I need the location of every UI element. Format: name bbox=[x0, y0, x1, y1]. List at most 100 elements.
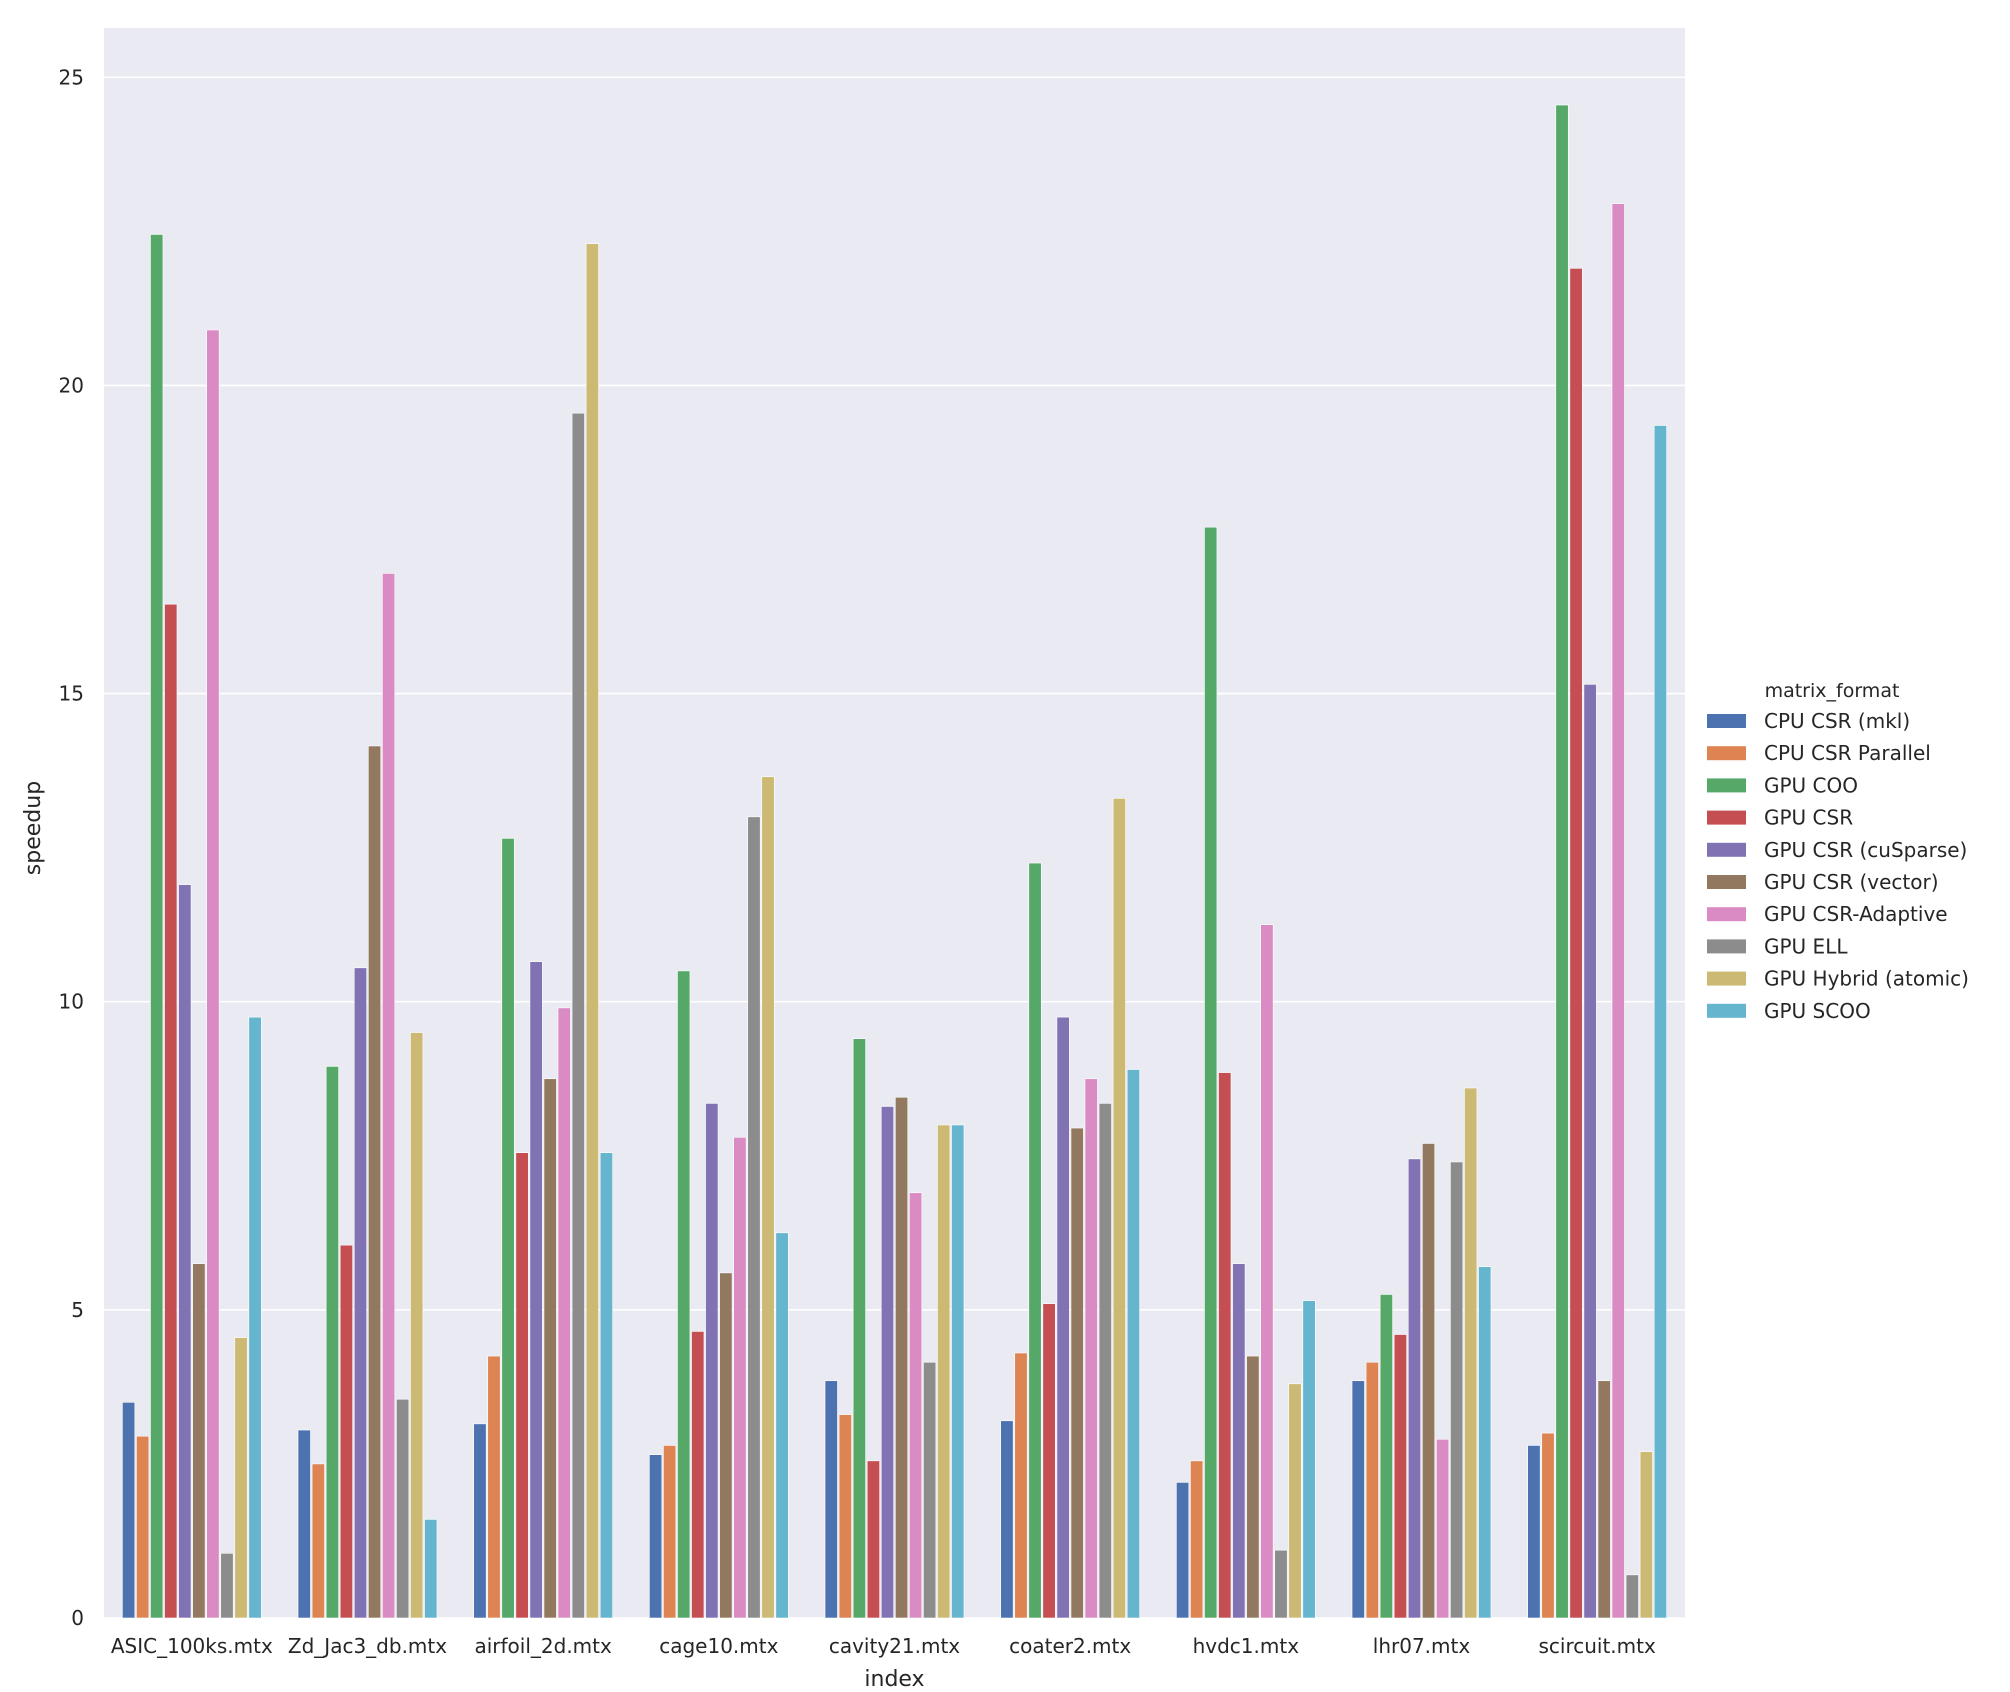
bar bbox=[501, 838, 515, 1619]
bar bbox=[937, 1124, 951, 1619]
legend-title: matrix_format bbox=[1765, 680, 1900, 702]
bar bbox=[1611, 203, 1625, 1619]
bar bbox=[1056, 1016, 1070, 1619]
bar bbox=[1190, 1460, 1204, 1619]
bar bbox=[1028, 862, 1042, 1619]
bar bbox=[1555, 104, 1569, 1619]
bar bbox=[1379, 1294, 1393, 1619]
x-tick-label: scircuit.mtx bbox=[1538, 1634, 1656, 1658]
bar bbox=[1014, 1352, 1028, 1619]
bar bbox=[1407, 1158, 1422, 1619]
bar bbox=[880, 1106, 894, 1619]
bars bbox=[122, 104, 1667, 1619]
x-tick-label: hvdc1.mtx bbox=[1193, 1634, 1300, 1658]
y-axis-label: speedup bbox=[21, 781, 46, 875]
bar bbox=[557, 1007, 571, 1619]
bar bbox=[775, 1232, 789, 1619]
bar bbox=[234, 1337, 248, 1619]
x-axis-ticks: ASIC_100ks.mtx Zd_Jac3_db.mtx airfoil_2d.m… bbox=[111, 1634, 1656, 1658]
bar bbox=[866, 1460, 880, 1619]
bar bbox=[150, 234, 164, 1619]
bar bbox=[1218, 1072, 1232, 1619]
y-axis-ticks: 0 5 10 15 20 25 bbox=[59, 65, 84, 1630]
bar bbox=[1112, 798, 1126, 1619]
bar bbox=[220, 1552, 234, 1619]
plot-background bbox=[104, 28, 1685, 1618]
legend-swatch bbox=[1707, 810, 1746, 825]
bar bbox=[1070, 1127, 1084, 1619]
legend-swatch bbox=[1707, 939, 1746, 954]
bar bbox=[1274, 1549, 1288, 1619]
bar bbox=[164, 603, 178, 1619]
legend-swatch bbox=[1707, 778, 1746, 793]
bar bbox=[311, 1463, 325, 1619]
bar bbox=[705, 1103, 719, 1619]
bar bbox=[1639, 1451, 1653, 1619]
x-tick-label: lhr07.mtx bbox=[1373, 1634, 1471, 1658]
bar bbox=[1176, 1482, 1190, 1619]
x-tick-label: coater2.mtx bbox=[1009, 1634, 1131, 1658]
bar bbox=[1478, 1266, 1492, 1619]
bar bbox=[410, 1032, 424, 1619]
legend-swatch bbox=[1707, 842, 1746, 857]
x-tick-label: ASIC_100ks.mtx bbox=[111, 1634, 273, 1658]
bar bbox=[543, 1078, 557, 1619]
bar bbox=[1126, 1069, 1140, 1619]
bar bbox=[487, 1355, 501, 1619]
bar bbox=[1625, 1574, 1639, 1619]
bar bbox=[585, 243, 599, 1619]
bar bbox=[824, 1380, 838, 1619]
bar bbox=[382, 573, 396, 1619]
plot-area bbox=[104, 28, 1685, 1619]
bar bbox=[894, 1096, 909, 1619]
bar bbox=[297, 1429, 311, 1619]
bar bbox=[1597, 1380, 1611, 1619]
bar bbox=[1569, 268, 1583, 1619]
bar bbox=[1541, 1432, 1555, 1619]
bar bbox=[909, 1192, 923, 1619]
bar bbox=[178, 884, 192, 1619]
bar bbox=[719, 1272, 733, 1619]
x-tick-label: Zd_Jac3_db.mtx bbox=[288, 1634, 447, 1658]
bar bbox=[733, 1137, 747, 1619]
legend-label: GPU CSR bbox=[1764, 806, 1853, 830]
bar bbox=[122, 1402, 136, 1619]
y-tick-label: 10 bbox=[59, 990, 84, 1014]
bar bbox=[1260, 924, 1274, 1619]
bar bbox=[367, 745, 382, 1619]
bar bbox=[396, 1398, 410, 1619]
legend: matrix_format CPU CSR (mkl) CPU CSR Paral… bbox=[1707, 680, 1969, 1023]
bar bbox=[206, 329, 220, 1619]
bar bbox=[1464, 1087, 1478, 1619]
legend-swatch bbox=[1707, 875, 1746, 889]
x-tick-label: cavity21.mtx bbox=[829, 1634, 960, 1658]
bar bbox=[1450, 1161, 1464, 1619]
bar bbox=[747, 816, 761, 1619]
x-tick-label: cage10.mtx bbox=[659, 1634, 778, 1658]
legend-items: CPU CSR (mkl) CPU CSR Parallel GPU COO GPU … bbox=[1707, 709, 1969, 1023]
bar bbox=[515, 1152, 529, 1619]
bar bbox=[663, 1445, 677, 1619]
legend-label: GPU COO bbox=[1764, 773, 1858, 797]
y-tick-label: 5 bbox=[71, 1298, 84, 1322]
bar bbox=[761, 776, 775, 1619]
y-tick-label: 0 bbox=[71, 1606, 84, 1630]
bar bbox=[1436, 1438, 1450, 1619]
bar bbox=[1351, 1380, 1365, 1619]
legend-label: GPU CSR (vector) bbox=[1764, 870, 1939, 894]
legend-swatch bbox=[1707, 1003, 1746, 1018]
bar bbox=[424, 1519, 438, 1619]
legend-label: GPU CSR-Adaptive bbox=[1764, 902, 1948, 926]
bar bbox=[1084, 1078, 1098, 1619]
bar bbox=[838, 1414, 852, 1619]
bar bbox=[1302, 1300, 1316, 1619]
bar bbox=[529, 961, 543, 1619]
bar bbox=[1232, 1263, 1246, 1619]
x-tick-label: airfoil_2d.mtx bbox=[474, 1634, 612, 1658]
bar bbox=[1000, 1420, 1014, 1619]
bar bbox=[473, 1423, 487, 1619]
legend-label: GPU CSR (cuSparse) bbox=[1764, 838, 1967, 862]
bar bbox=[1204, 526, 1218, 1619]
bar bbox=[1393, 1334, 1407, 1619]
